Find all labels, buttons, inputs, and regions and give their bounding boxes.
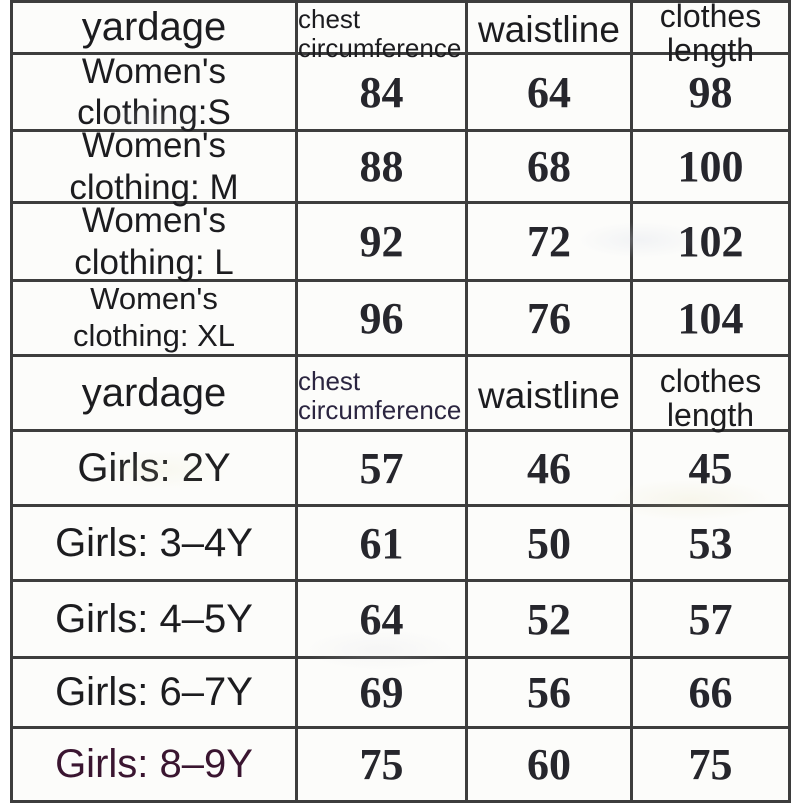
header2-clothes-length: clothes length <box>633 357 788 432</box>
womens-s-waist-value: 64 <box>468 55 633 132</box>
girls-3-4y-waist-value: 50 <box>468 507 633 582</box>
header2-chest-circumference-label: chest circumference <box>298 366 462 426</box>
womens-s-length-value: 98 <box>633 55 788 132</box>
size-label: Women's clothing: L <box>74 200 234 283</box>
row-womens-l-label: Women's clothing: L <box>13 201 298 282</box>
size-label-line1: Women's <box>81 201 227 241</box>
size-label: Girls: 2Y <box>77 445 231 490</box>
size-label: Women's clothing: XL <box>73 281 235 354</box>
girls-4-5y-length-value: 57 <box>633 582 788 659</box>
header1-waistline: waistline <box>468 3 633 55</box>
size-label-line2: clothing: XL <box>73 318 235 353</box>
girls-8-9y-waist-value: 60 <box>468 729 633 800</box>
girls-3-4y-chest-value: 61 <box>298 507 468 582</box>
header1-chest-circumference-label: chest circumference <box>298 4 462 64</box>
womens-l-chest-value: 92 <box>298 204 468 282</box>
womens-m-waist-value: 68 <box>468 132 633 204</box>
size-label: Girls: 4–5Y <box>55 596 253 641</box>
girls-4-5y-waist-value: 52 <box>468 582 633 659</box>
girls-2y-length-value: 45 <box>633 432 788 507</box>
row-girls-3-4y-label: Girls: 3–4Y <box>13 507 298 582</box>
row-womens-m-label: Women's clothing: M <box>13 126 298 207</box>
size-label-line1: Women's <box>81 51 227 91</box>
size-label-line2: clothing:S <box>77 93 231 132</box>
row-womens-s-label: Women's clothing:S <box>13 52 298 132</box>
size-label-line1: Women's <box>81 126 227 166</box>
row-womens-xl-label: Women's clothing: XL <box>13 281 298 357</box>
row-girls-8-9y-label: Girls: 8–9Y <box>13 729 298 800</box>
header2-waistline: waistline <box>468 357 633 432</box>
womens-m-chest-value: 88 <box>298 132 468 204</box>
row-girls-4-5y-label: Girls: 4–5Y <box>13 582 298 659</box>
womens-xl-length-value: 104 <box>633 282 788 357</box>
size-table: yardage chest circumference waistline cl… <box>10 0 791 803</box>
womens-m-length-value: 100 <box>633 132 788 204</box>
girls-6-7y-length-value: 66 <box>633 659 788 729</box>
row-girls-6-7y-label: Girls: 6–7Y <box>13 659 298 729</box>
womens-xl-chest-value: 96 <box>298 282 468 357</box>
size-label: Women's clothing:S <box>77 51 231 134</box>
size-label: Girls: 6–7Y <box>55 670 253 714</box>
header1-clothes-length: clothes length <box>633 0 788 66</box>
header2-yardage: yardage <box>13 357 298 432</box>
header2-chest-circumference: chest circumference <box>298 357 468 432</box>
size-label: Girls: 3–4Y <box>55 520 253 565</box>
girls-2y-chest-value: 57 <box>298 432 468 507</box>
womens-s-chest-value: 84 <box>298 55 468 132</box>
womens-xl-waist-value: 76 <box>468 282 633 357</box>
size-label-line1: Women's <box>90 281 218 317</box>
girls-3-4y-length-value: 53 <box>633 507 788 582</box>
girls-8-9y-chest-value: 75 <box>298 729 468 800</box>
size-label-line2: clothing: M <box>69 167 239 207</box>
girls-6-7y-waist-value: 56 <box>468 659 633 729</box>
girls-2y-waist-value: 46 <box>468 432 633 507</box>
row-girls-2y-label: Girls: 2Y <box>13 432 298 507</box>
size-label: Girls: 8–9Y <box>55 742 253 786</box>
womens-l-length-value: 102 <box>633 204 788 282</box>
womens-l-waist-value: 72 <box>468 204 633 282</box>
girls-4-5y-chest-value: 64 <box>298 582 468 659</box>
header1-chest-circumference: chest circumference <box>298 3 468 63</box>
girls-6-7y-chest-value: 69 <box>298 659 468 729</box>
size-label-line2: clothing: L <box>74 242 234 282</box>
size-label: Women's clothing: M <box>69 125 238 208</box>
header2-clothes-length-label: clothes length <box>659 363 762 433</box>
header1-clothes-length-label: clothes length <box>659 0 762 68</box>
girls-8-9y-length-value: 75 <box>688 740 733 789</box>
header1-yardage: yardage <box>13 3 298 55</box>
